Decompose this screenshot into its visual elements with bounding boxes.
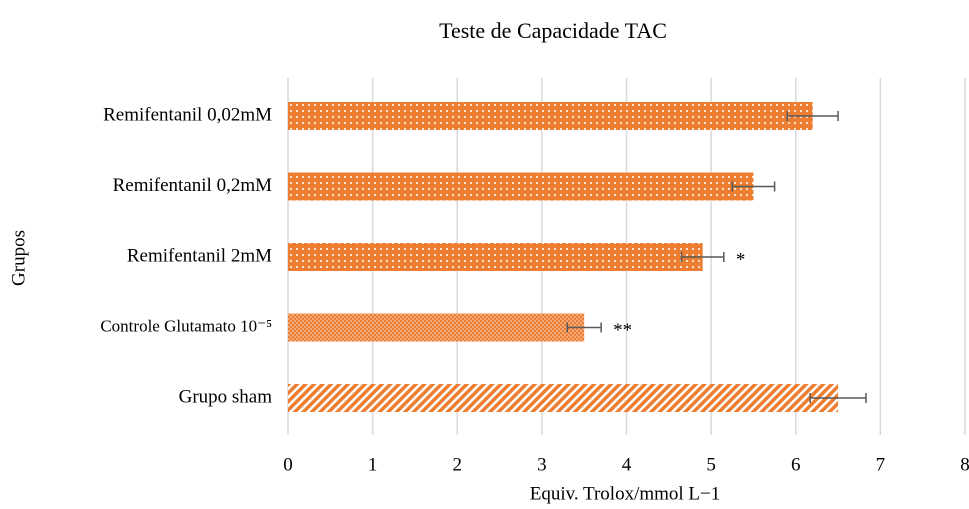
annotation: * [736,249,746,270]
x-axis-label: Equiv. Trolox/mmol L−1 [530,483,721,504]
y-axis-label: Grupos [8,230,29,286]
x-tick-label: 5 [706,454,716,475]
chart-title: Teste de Capacidade TAC [439,18,667,43]
bar [288,102,813,130]
x-tick-label: 3 [537,454,547,475]
y-tick-label: Grupo sham [179,386,273,407]
annotation: ** [613,320,632,341]
y-tick-label: Remifentanil 2mM [127,245,272,266]
y-tick-label: Remifentanil 0,2mM [113,175,272,196]
x-tick-label: 6 [791,454,801,475]
x-tick-label: 8 [960,454,969,475]
bar [288,313,585,342]
bar [288,384,839,412]
x-tick-label: 1 [368,454,378,475]
y-tick-label: Remifentanil 0,02mM [103,104,272,125]
x-tick-label: 7 [876,454,886,475]
x-tick-label: 4 [622,454,632,475]
bar [288,243,703,271]
x-tick-label: 2 [453,454,463,475]
bar [288,172,754,201]
y-tick-label: Controle Glutamato 10⁻⁵ [100,316,272,335]
x-tick-label: 0 [283,454,293,475]
